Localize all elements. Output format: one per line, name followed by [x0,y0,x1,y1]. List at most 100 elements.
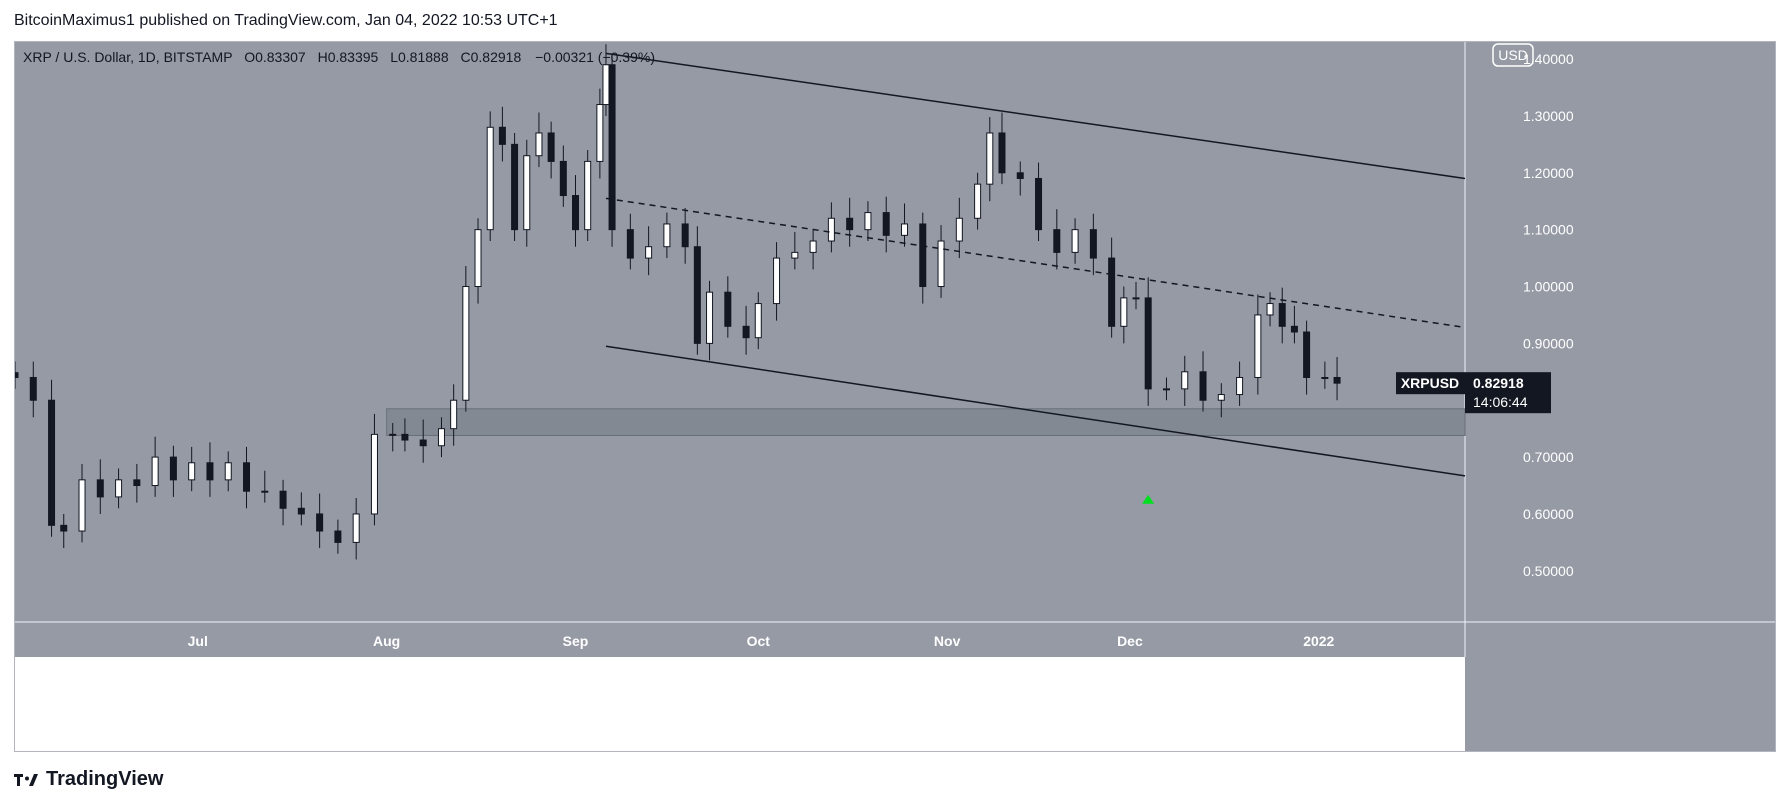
candle-up [437,428,445,447]
ohlc-l-label: L [390,49,398,65]
trendlines-layer [605,52,1466,477]
candle-down [1108,257,1116,327]
ohlc-h-label: H [318,49,328,65]
candle-down [882,212,890,236]
price-tick-label: 1.00000 [1523,279,1574,295]
candle-up [663,223,671,248]
candle-down [919,223,927,288]
green-up-arrow [1142,494,1155,504]
footer-brand: TradingView [46,768,164,790]
candle-down [626,229,634,259]
candle-up [974,183,982,219]
candle-up [955,217,963,242]
candle-up [188,462,196,481]
candle-up [809,240,817,253]
candle-up [706,291,714,344]
price-tick-label: 0.70000 [1523,449,1574,465]
candle-up [1254,314,1262,378]
ohlc-h-value: 0.83395 [328,49,379,65]
tradingview-logo-icon [14,773,38,786]
candle-up [352,513,360,543]
price-tick-label: 0.60000 [1523,506,1574,522]
channel-lower-line [605,345,1466,477]
price-axis[interactable]: 1.40000 1.30000 1.20000 1.10000 1.00000 0.900… [1523,51,1574,579]
candle-down [133,479,141,487]
currency-badge-text: USD [1498,47,1528,63]
candle-down [547,132,555,162]
candle-up [791,251,799,259]
candle-up [523,155,531,231]
candle-up [986,132,994,185]
ohlc-c-label: C [461,49,471,65]
candle-up [151,456,159,487]
candle-up [584,160,592,231]
channel-upper-line [605,52,1466,180]
legend: XRP / U.S. Dollar, 1D, BITSTAMP O0.83307… [23,49,655,65]
candle-down [724,291,732,327]
support-zone [386,408,1466,436]
candle-up [900,223,908,236]
candle-down [1035,177,1043,231]
time-tick-label: Jul [188,633,208,649]
time-tick-label: Dec [1117,633,1143,649]
price-tick-label: 1.30000 [1523,108,1574,124]
currency-badge[interactable]: USD [1492,43,1534,67]
candle-up [462,286,470,401]
candle-up [474,229,482,288]
candle-down [498,126,506,145]
candle-up [115,479,123,498]
support-zone-layer [386,408,1466,436]
candle-down [419,439,427,447]
price-tag-price: 0.82918 [1473,375,1524,391]
candle-up [596,104,604,162]
candle-down [243,462,251,492]
candle-down [608,64,616,231]
candles-layer [15,44,1341,560]
xrp-price-chart[interactable]: 1.40000 1.30000 1.20000 1.10000 1.00000 0.900… [15,42,1775,751]
candle-up [486,126,494,231]
candle-up [645,246,653,259]
time-axis[interactable]: Jul Aug Sep Oct Nov Dec 2022 [188,633,1335,649]
symbol-tag-text: XRPUSD [1401,375,1459,391]
candle-up [1162,388,1170,391]
markers-layer [1142,494,1155,504]
candle-down [15,372,19,378]
candle-down [316,513,324,532]
candle-up [827,217,835,242]
price-tick-label: 1.10000 [1523,222,1574,238]
candle-up [1266,303,1274,316]
candle-down [48,399,56,526]
candle-down [60,524,68,532]
plot-background [15,42,1465,622]
time-tick-label: Oct [747,633,771,649]
candle-down [1333,376,1341,384]
candle-up [389,433,397,436]
candle-down [279,490,287,509]
candle-down [1199,371,1207,401]
candle-up [78,479,86,532]
candle-up [602,64,610,106]
candle-down [1053,229,1061,253]
candle-down [401,433,409,441]
candle-up [261,490,269,493]
candle-up [1120,297,1128,327]
publisher-header: BitcoinMaximus1 published on TradingView… [14,12,558,29]
price-tag-countdown: 14:06:44 [1473,394,1528,410]
candle-up [1321,376,1329,379]
candle-down [998,132,1006,174]
footer: TradingView [14,768,163,791]
currency-badge-frame [1492,43,1534,67]
ohlc-l-value: 0.81888 [398,49,449,65]
candle-down [96,479,104,498]
time-axis-background [15,622,1775,657]
candle-down [29,376,37,401]
chart-frame [14,41,1776,752]
time-tick-label: Aug [373,633,400,649]
candle-down [1278,303,1286,327]
ohlc-o-label: O [244,49,255,65]
candle-down [334,530,342,543]
candle-down [559,160,567,197]
candle-up [1217,394,1225,401]
svg-text:XRP / U.S. Dollar, 1D, BITSTAM: XRP / U.S. Dollar, 1D, BITSTAMP O0.83307… [23,49,655,65]
candle-up [754,303,762,339]
